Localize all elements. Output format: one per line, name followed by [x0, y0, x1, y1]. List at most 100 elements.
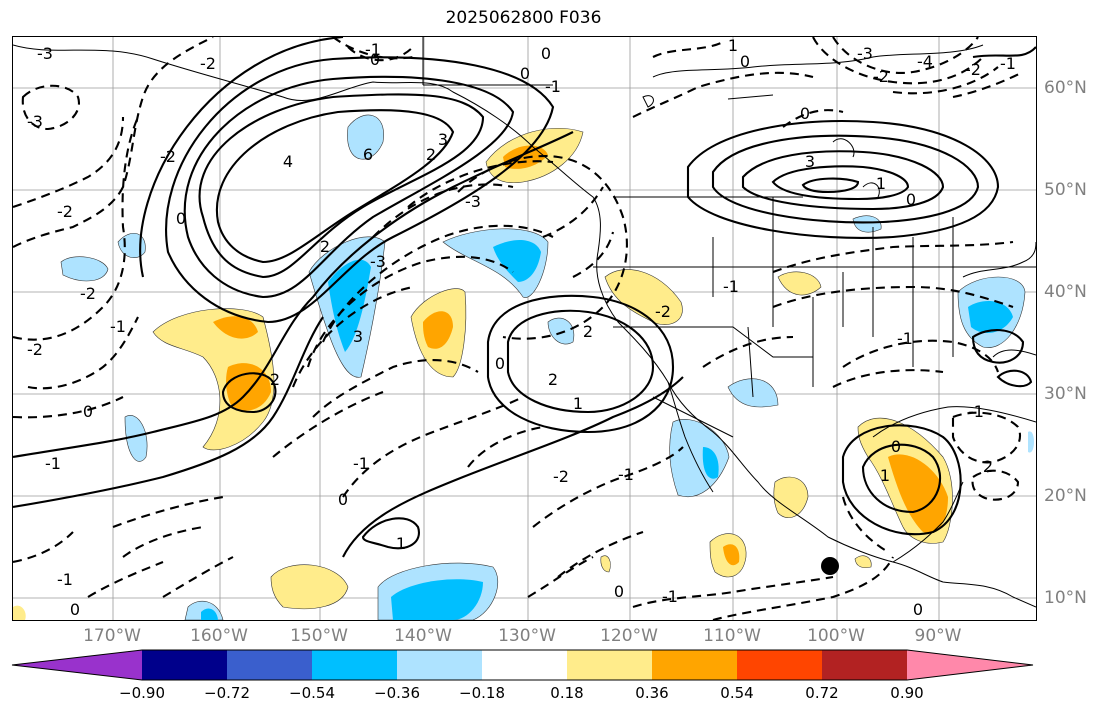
contour-labels: -3 -2 -3 -2 -2 -2 -1 0 -2 0 -1 0 -1 2 4 …	[27, 37, 1016, 619]
contour-label: -2	[873, 67, 889, 86]
contour-label: -2	[160, 147, 176, 166]
lat-label: 20°N	[1044, 486, 1087, 506]
contour-label: 0	[520, 64, 530, 83]
colorbar-segment	[227, 650, 312, 680]
contour-label: -2	[57, 202, 73, 221]
colorbar-tick-label: 0.54	[720, 684, 754, 702]
colorbar-tick-label: 0.72	[805, 684, 839, 702]
contour-label: -1	[968, 402, 984, 421]
contour-label: 1	[573, 394, 583, 413]
map-panel: -3 -2 -3 -2 -2 -2 -1 0 -2 0 -1 0 -1 2 4 …	[12, 36, 1037, 621]
colorbar-segment	[312, 650, 397, 680]
contour-label: -2	[200, 54, 216, 73]
colorbar	[11, 649, 1034, 681]
contour-label: -2	[27, 340, 43, 359]
contour-label: -2	[553, 467, 569, 486]
contour-label: -3	[37, 44, 53, 63]
contour-label: -1	[545, 77, 561, 96]
contour-label: 0	[176, 209, 186, 228]
contour-label: -1	[1000, 54, 1016, 73]
contour-label: 1	[728, 37, 738, 55]
colorbar-tick-label: 0.18	[550, 684, 584, 702]
contour-label: 0	[83, 402, 93, 421]
contour-label: -1	[57, 570, 73, 589]
lon-label: 140°W	[394, 626, 452, 646]
lon-label: 170°W	[83, 626, 141, 646]
lon-label: 130°W	[498, 626, 556, 646]
contour-label: 0	[614, 582, 624, 601]
contour-label: 0	[913, 600, 923, 619]
colorbar-outline	[11, 649, 1034, 681]
lat-label: 60°N	[1044, 78, 1087, 98]
contour-label: 2	[548, 370, 558, 389]
contour-label: -2	[965, 60, 981, 79]
contour-label: -1	[897, 329, 913, 348]
lat-label: 50°N	[1044, 180, 1087, 200]
lat-label: 10°N	[1044, 588, 1087, 608]
contour-label: -1	[45, 454, 61, 473]
lon-label: 100°W	[807, 626, 865, 646]
contour-label: 3	[353, 327, 363, 346]
contour-label: -1	[110, 317, 126, 336]
contour-label: 1	[396, 534, 406, 553]
lon-label: 110°W	[703, 626, 761, 646]
dashed-contours	[13, 37, 1024, 620]
contour-label: -1	[365, 40, 381, 59]
contour-label: 3	[438, 130, 448, 149]
contour-label: -1	[618, 465, 634, 484]
colorbar-segment	[822, 650, 907, 680]
contour-label: 0	[800, 104, 810, 123]
colorbar-tick-label: −0.54	[289, 684, 335, 702]
contour-label: 0	[906, 190, 916, 209]
contour-label: 0	[740, 52, 750, 71]
lon-label: 120°W	[600, 626, 658, 646]
contour-label: -1	[353, 454, 369, 473]
contour-label: 1	[876, 174, 886, 193]
contour-label: -3	[465, 192, 481, 211]
contour-label: 0	[338, 490, 348, 509]
map-svg: -3 -2 -3 -2 -2 -2 -1 0 -2 0 -1 0 -1 2 4 …	[13, 37, 1036, 620]
contour-label: 2	[583, 322, 593, 341]
contour-label: 2	[270, 370, 280, 389]
contour-label: 0	[541, 44, 551, 63]
colorbar-segment	[12, 650, 142, 680]
colorbar-segment	[567, 650, 652, 680]
colorbar-segment	[737, 650, 822, 680]
lat-label: 40°N	[1044, 282, 1087, 302]
contour-label: -2	[655, 302, 671, 321]
contour-label: 2	[320, 237, 330, 256]
colorbar-tick-label: −0.36	[374, 684, 420, 702]
contour-label: 0	[495, 354, 505, 373]
colorbar-tick-label: −0.18	[459, 684, 505, 702]
colorbar-segment	[907, 650, 1033, 680]
colorbar-tick-label: −0.72	[204, 684, 250, 702]
contour-label: -3	[370, 252, 386, 271]
contour-label: -1	[723, 277, 739, 296]
contour-label: 3	[805, 152, 815, 171]
contour-label: 2	[426, 145, 436, 164]
colorbar-tick-label: 0.36	[635, 684, 669, 702]
location-marker	[821, 557, 839, 575]
lat-label: 30°N	[1044, 384, 1087, 404]
contour-label: 0	[370, 50, 380, 69]
contour-label: -3	[857, 44, 873, 63]
contour-label: 6	[363, 145, 373, 164]
contour-label: -2	[80, 284, 96, 303]
colorbar-tick-label: −0.90	[119, 684, 165, 702]
lon-label: 160°W	[190, 626, 248, 646]
solid-contours	[13, 37, 1036, 558]
colorbar-segment	[397, 650, 482, 680]
contour-label: 1	[880, 466, 890, 485]
positive-shading	[13, 127, 953, 620]
colorbar-segment	[142, 650, 227, 680]
contour-label: 0	[891, 437, 901, 456]
chart-title: 2025062800 F036	[445, 8, 602, 28]
contour-label: 2	[983, 457, 993, 476]
lon-label: 150°W	[290, 626, 348, 646]
contour-label: -1	[662, 587, 678, 606]
colorbar-tick-label: 0.90	[890, 684, 924, 702]
colorbar-segment	[482, 650, 567, 680]
contour-label: 4	[283, 152, 293, 171]
colorbar-segment	[652, 650, 737, 680]
contour-label: -4	[917, 52, 933, 71]
